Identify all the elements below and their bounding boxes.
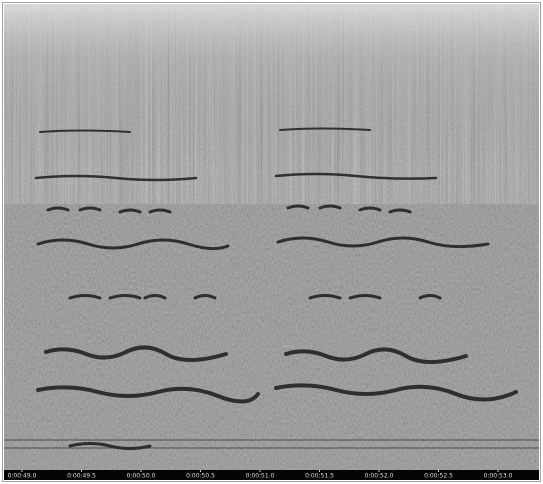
page: 0:00:49.0 0:00:49.5 0:00:50.0 0:00:50.5 0:00… [0,0,543,484]
time-label: 0:00:53.0 [484,473,513,480]
time-label: 0:00:49.5 [67,473,96,480]
time-label: 0:00:51.5 [305,473,334,480]
time-label: 0:00:50.0 [127,473,156,480]
time-label: 0:00:52.5 [424,473,453,480]
time-label: 0:00:49.0 [8,473,37,480]
time-label: 0:00:52.0 [365,473,394,480]
time-label: 0:00:51.0 [246,473,275,480]
spectrogram-image [4,4,539,470]
time-label: 0:00:50.5 [186,473,215,480]
spectrogram-view: 0:00:49.0 0:00:49.5 0:00:50.0 0:00:50.5 0:00… [0,0,543,484]
